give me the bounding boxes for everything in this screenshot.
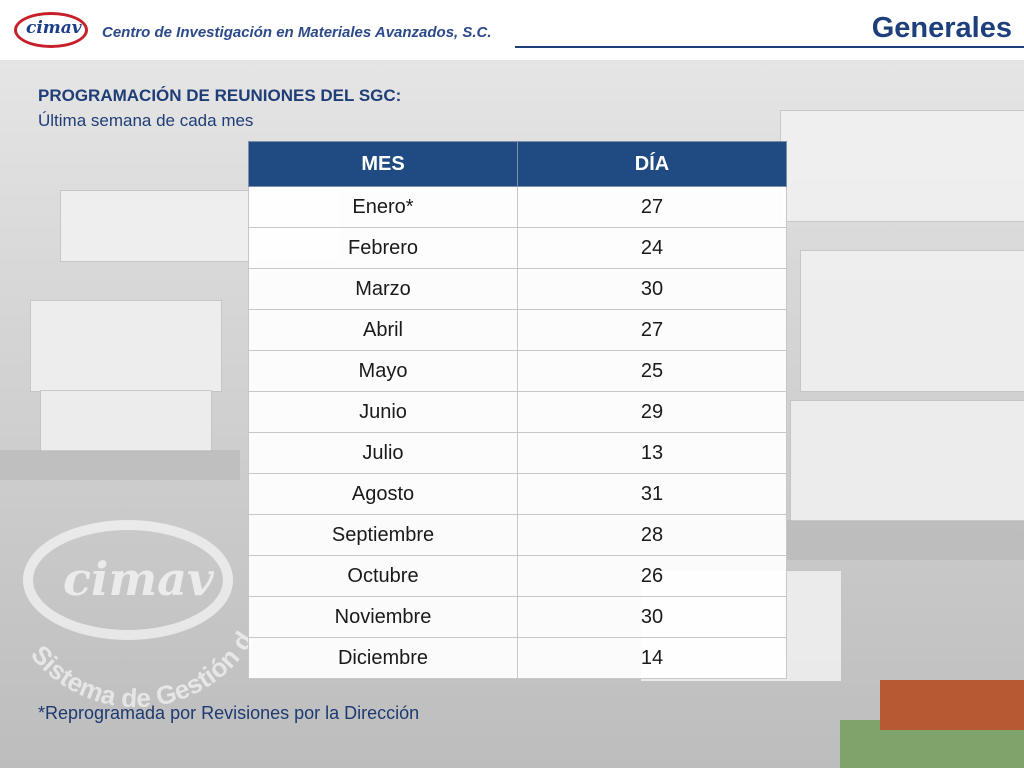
month-cell: Agosto — [248, 473, 518, 515]
day-cell: 27 — [517, 309, 787, 351]
month-cell: Noviembre — [248, 596, 518, 638]
section-subheading: Última semana de cada mes — [38, 111, 254, 130]
table-row: Octubre 26 — [248, 555, 787, 597]
month-cell: Abril — [248, 309, 518, 351]
column-header-dia: DÍA — [517, 141, 787, 187]
day-cell: 30 — [517, 268, 787, 310]
table-row: Febrero 24 — [248, 227, 787, 269]
table-row: Diciembre 14 — [248, 637, 787, 679]
table-row: Abril 27 — [248, 309, 787, 351]
cimav-logo — [14, 12, 88, 48]
day-cell: 25 — [517, 350, 787, 392]
table-row: Junio 29 — [248, 391, 787, 433]
column-header-mes: MES — [248, 141, 518, 187]
month-cell: Marzo — [248, 268, 518, 310]
month-cell: Febrero — [248, 227, 518, 269]
day-cell: 24 — [517, 227, 787, 269]
logo-text: cimav — [26, 18, 82, 38]
day-cell: 29 — [517, 391, 787, 433]
table-row: Enero* 27 — [248, 186, 787, 228]
table-row: Noviembre 30 — [248, 596, 787, 638]
section-heading: PROGRAMACIÓN DE REUNIONES DEL SGC: — [38, 86, 402, 105]
month-cell: Diciembre — [248, 637, 518, 679]
organization-name: Centro de Investigación en Materiales Av… — [102, 24, 492, 41]
header-divider — [515, 46, 1024, 48]
page-title: Generales — [871, 12, 1012, 44]
table-row: Agosto 31 — [248, 473, 787, 515]
day-cell: 26 — [517, 555, 787, 597]
day-cell: 14 — [517, 637, 787, 679]
day-cell: 13 — [517, 432, 787, 474]
month-cell: Julio — [248, 432, 518, 474]
table-row: Julio 13 — [248, 432, 787, 474]
table-row: Marzo 30 — [248, 268, 787, 310]
table-header-row: MES DÍA — [248, 141, 787, 187]
table-row: Mayo 25 — [248, 350, 787, 392]
month-cell: Enero* — [248, 186, 518, 228]
meeting-schedule-table: MES DÍA Enero* 27 Febrero 24 Marzo 30 Abril… — [248, 141, 787, 679]
month-cell: Junio — [248, 391, 518, 433]
table-row: Septiembre 28 — [248, 514, 787, 556]
header-bar: cimav Centro de Investigación en Materia… — [0, 0, 1024, 60]
month-cell: Septiembre — [248, 514, 518, 556]
day-cell: 31 — [517, 473, 787, 515]
day-cell: 28 — [517, 514, 787, 556]
day-cell: 30 — [517, 596, 787, 638]
month-cell: Mayo — [248, 350, 518, 392]
month-cell: Octubre — [248, 555, 518, 597]
day-cell: 27 — [517, 186, 787, 228]
footnote: *Reprogramada por Revisiones por la Dire… — [38, 703, 420, 723]
